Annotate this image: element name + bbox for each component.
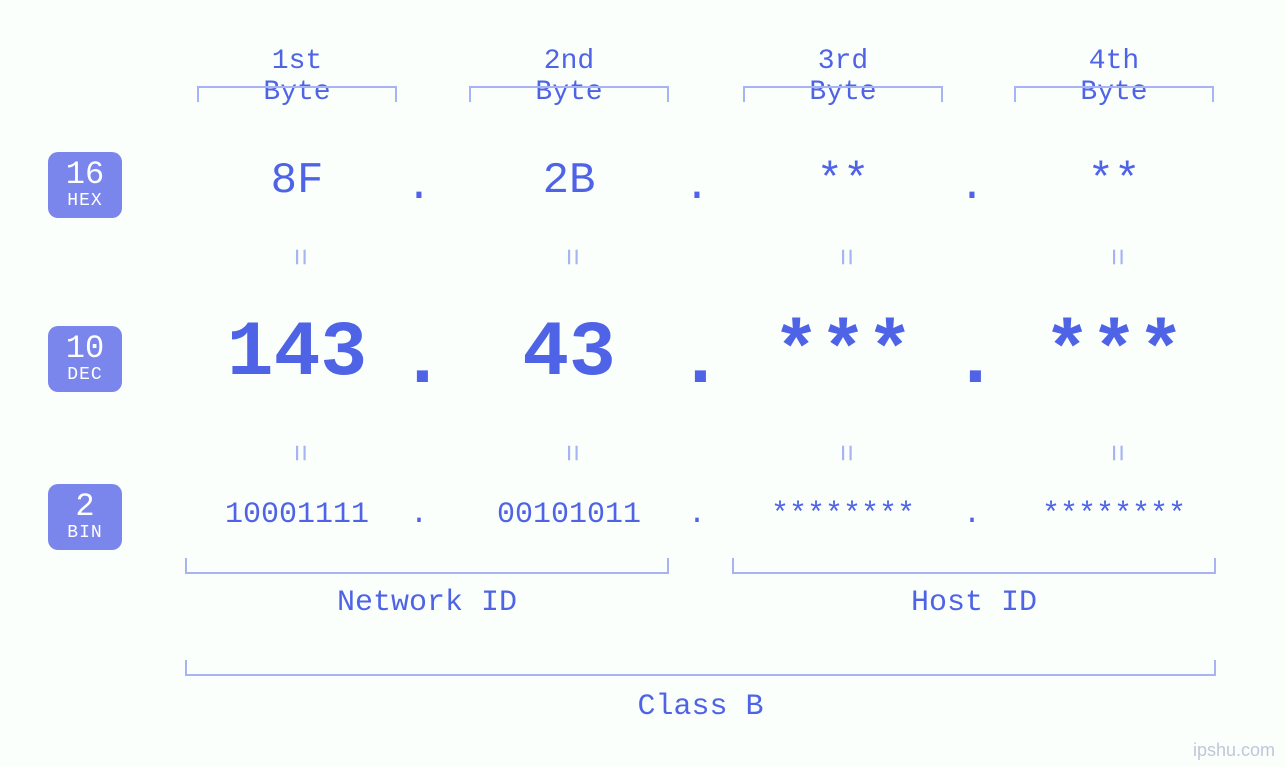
bin-byte-1: 10001111 (167, 498, 427, 532)
dec-dot-3: . (952, 318, 992, 406)
dec-byte-4: *** (994, 310, 1234, 398)
bracket-byte-1 (197, 86, 397, 102)
eq-1-1: = (281, 248, 315, 266)
bracket-class (185, 660, 1216, 676)
label-host: Host ID (732, 586, 1216, 620)
badge-hex-num: 16 (48, 158, 122, 192)
badge-dec: 10 DEC (48, 326, 122, 392)
label-class: Class B (185, 690, 1216, 724)
bracket-byte-3 (743, 86, 943, 102)
badge-bin-txt: BIN (48, 524, 122, 543)
eq-2-2: = (553, 444, 587, 462)
watermark: ipshu.com (1193, 740, 1275, 761)
label-network: Network ID (185, 586, 669, 620)
eq-2-4: = (1098, 444, 1132, 462)
bracket-network (185, 558, 669, 574)
hex-byte-1: 8F (197, 156, 397, 206)
bracket-byte-2 (469, 86, 669, 102)
eq-2-3: = (827, 444, 861, 462)
dec-dot-1: . (399, 318, 439, 406)
dec-byte-1: 143 (177, 310, 417, 398)
bin-byte-3: ******** (713, 498, 973, 532)
badge-hex: 16 HEX (48, 152, 122, 218)
eq-1-2: = (553, 248, 587, 266)
hex-dot-2: . (682, 162, 712, 212)
badge-dec-num: 10 (48, 332, 122, 366)
eq-1-3: = (827, 248, 861, 266)
hex-dot-1: . (404, 162, 434, 212)
eq-2-1: = (281, 444, 315, 462)
bracket-byte-4 (1014, 86, 1214, 102)
dec-dot-2: . (677, 318, 717, 406)
bin-dot-1: . (409, 498, 429, 532)
badge-hex-txt: HEX (48, 192, 122, 211)
hex-byte-3: ** (743, 156, 943, 206)
bin-byte-2: 00101011 (439, 498, 699, 532)
badge-bin-num: 2 (48, 490, 122, 524)
dec-byte-2: 43 (449, 310, 689, 398)
bin-byte-4: ******** (984, 498, 1244, 532)
bin-dot-2: . (687, 498, 707, 532)
dec-byte-3: *** (723, 310, 963, 398)
bracket-host (732, 558, 1216, 574)
badge-bin: 2 BIN (48, 484, 122, 550)
hex-byte-2: 2B (469, 156, 669, 206)
hex-dot-3: . (957, 162, 987, 212)
eq-1-4: = (1098, 248, 1132, 266)
bin-dot-3: . (962, 498, 982, 532)
badge-dec-txt: DEC (48, 366, 122, 385)
hex-byte-4: ** (1014, 156, 1214, 206)
